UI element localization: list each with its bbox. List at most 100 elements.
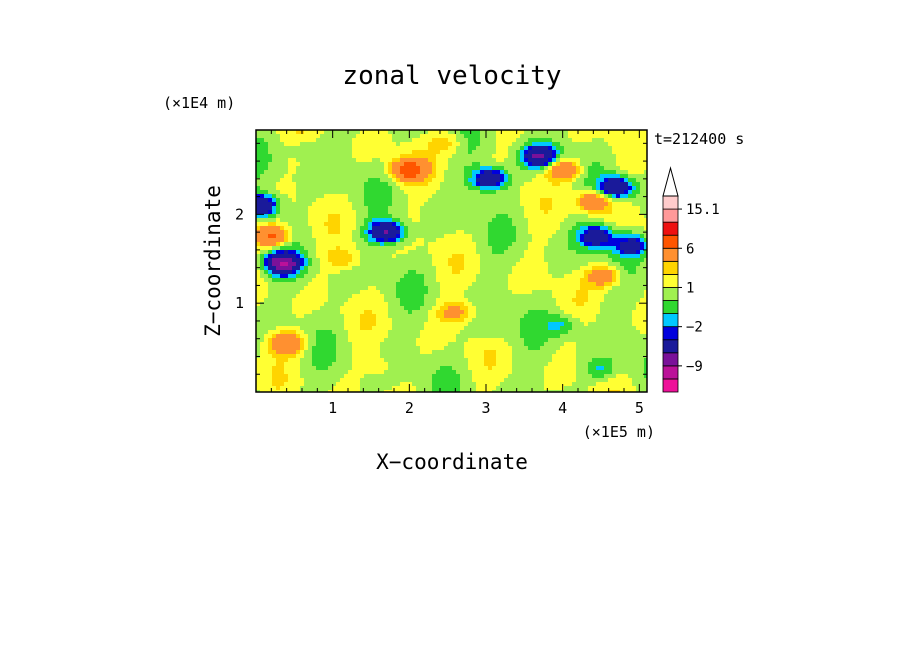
field-cell bbox=[644, 210, 647, 215]
field-cell bbox=[584, 138, 589, 143]
field-cell bbox=[420, 182, 425, 187]
field-cell bbox=[620, 294, 625, 299]
field-cell bbox=[420, 318, 425, 323]
field-cell bbox=[596, 258, 601, 263]
field-cell bbox=[436, 210, 441, 215]
field-cell bbox=[376, 142, 381, 147]
field-cell bbox=[564, 134, 569, 139]
field-cell bbox=[360, 186, 365, 191]
field-cell bbox=[512, 146, 517, 151]
field-cell bbox=[496, 282, 501, 287]
field-cell bbox=[392, 298, 397, 303]
field-cell bbox=[480, 250, 485, 255]
field-cell bbox=[416, 150, 421, 155]
field-cell bbox=[628, 282, 633, 287]
field-cell bbox=[544, 202, 549, 207]
field-cell bbox=[532, 214, 537, 219]
field-cell bbox=[552, 138, 557, 143]
field-cell bbox=[264, 130, 269, 135]
field-cell bbox=[280, 310, 285, 315]
field-cell bbox=[316, 198, 321, 203]
field-cell bbox=[332, 186, 337, 191]
field-cell bbox=[452, 178, 457, 183]
field-cell bbox=[544, 190, 549, 195]
field-cell bbox=[636, 314, 641, 319]
field-cell bbox=[324, 314, 329, 319]
field-cell bbox=[508, 294, 513, 299]
field-cell bbox=[396, 174, 401, 179]
field-cell bbox=[408, 222, 413, 227]
field-cell bbox=[424, 294, 429, 299]
field-cell bbox=[552, 130, 557, 135]
field-cell bbox=[408, 238, 413, 243]
field-cell bbox=[340, 210, 345, 215]
field-cell bbox=[416, 290, 421, 295]
field-cell bbox=[568, 150, 573, 155]
field-cell bbox=[320, 242, 325, 247]
field-cell bbox=[456, 186, 461, 191]
field-cell bbox=[256, 162, 261, 167]
field-cell bbox=[404, 246, 409, 251]
field-cell bbox=[260, 206, 265, 211]
field-cell bbox=[476, 190, 481, 195]
field-cell bbox=[312, 198, 317, 203]
field-cell bbox=[452, 322, 457, 327]
field-cell bbox=[336, 302, 341, 307]
field-cell bbox=[268, 246, 273, 251]
field-cell bbox=[296, 154, 301, 159]
field-cell bbox=[468, 230, 473, 235]
field-cell bbox=[628, 246, 633, 251]
field-cell bbox=[556, 258, 561, 263]
field-cell bbox=[644, 178, 647, 183]
field-cell bbox=[476, 182, 481, 187]
field-cell bbox=[620, 326, 625, 331]
field-cell bbox=[292, 242, 297, 247]
field-cell bbox=[292, 286, 297, 291]
field-cell bbox=[588, 266, 593, 271]
field-cell bbox=[492, 270, 497, 275]
field-cell bbox=[272, 270, 277, 275]
field-cell bbox=[564, 246, 569, 251]
field-cell bbox=[476, 258, 481, 263]
field-cell bbox=[616, 234, 621, 239]
field-cell bbox=[588, 130, 593, 135]
field-cell bbox=[600, 274, 605, 279]
field-cell bbox=[360, 278, 365, 283]
field-cell bbox=[460, 218, 465, 223]
field-cell bbox=[308, 194, 313, 199]
field-cell bbox=[572, 142, 577, 147]
field-cell bbox=[528, 138, 533, 143]
field-cell bbox=[404, 234, 409, 239]
field-cell bbox=[500, 298, 505, 303]
field-cell bbox=[532, 198, 537, 203]
field-cell bbox=[376, 162, 381, 167]
field-cell bbox=[352, 314, 357, 319]
field-cell bbox=[560, 222, 565, 227]
field-cell bbox=[376, 234, 381, 239]
field-cell bbox=[504, 242, 509, 247]
field-cell bbox=[480, 134, 485, 139]
field-cell bbox=[564, 186, 569, 191]
field-cell bbox=[460, 262, 465, 267]
field-cell bbox=[584, 242, 589, 247]
field-cell bbox=[296, 134, 301, 139]
field-cell bbox=[432, 314, 437, 319]
field-cell bbox=[364, 190, 369, 195]
field-cell bbox=[344, 222, 349, 227]
field-cell bbox=[428, 230, 433, 235]
field-cell bbox=[636, 158, 641, 163]
field-cell bbox=[640, 146, 645, 151]
field-cell bbox=[436, 234, 441, 239]
field-cell bbox=[392, 178, 397, 183]
field-cell bbox=[540, 198, 545, 203]
field-cell bbox=[320, 166, 325, 171]
field-cell bbox=[308, 222, 313, 227]
field-cell bbox=[644, 302, 647, 307]
field-cell bbox=[480, 310, 485, 315]
field-cell bbox=[416, 238, 421, 243]
field-cell bbox=[360, 238, 365, 243]
field-cell bbox=[476, 202, 481, 207]
field-cell bbox=[572, 274, 577, 279]
field-cell bbox=[276, 194, 281, 199]
field-cell bbox=[576, 234, 581, 239]
